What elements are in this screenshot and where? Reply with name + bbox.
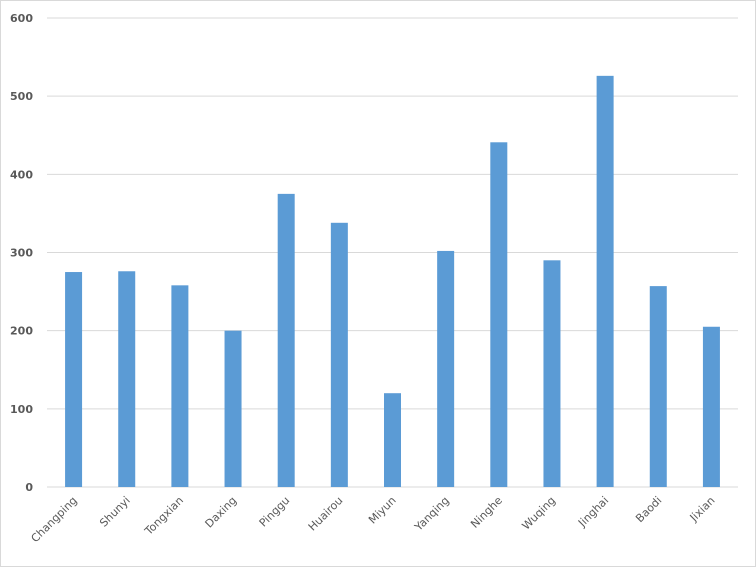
- bar: [118, 271, 136, 487]
- bar: [437, 250, 455, 487]
- bar: [224, 330, 242, 487]
- bar: [65, 272, 83, 487]
- bar: [702, 326, 720, 487]
- y-tick-label: 400: [10, 168, 33, 181]
- bar: [277, 193, 295, 487]
- y-tick-label: 600: [10, 12, 33, 25]
- bar: [171, 285, 189, 487]
- bar: [543, 260, 561, 487]
- bar: [596, 75, 614, 488]
- y-tick-label: 300: [10, 247, 33, 260]
- bar: [490, 142, 508, 487]
- y-tick-label: 0: [25, 481, 33, 494]
- bar: [649, 286, 667, 487]
- y-tick-label: 500: [10, 90, 33, 103]
- y-tick-label: 100: [10, 403, 33, 416]
- bar: [384, 393, 401, 487]
- bar: [330, 222, 348, 487]
- y-tick-label: 200: [10, 325, 33, 338]
